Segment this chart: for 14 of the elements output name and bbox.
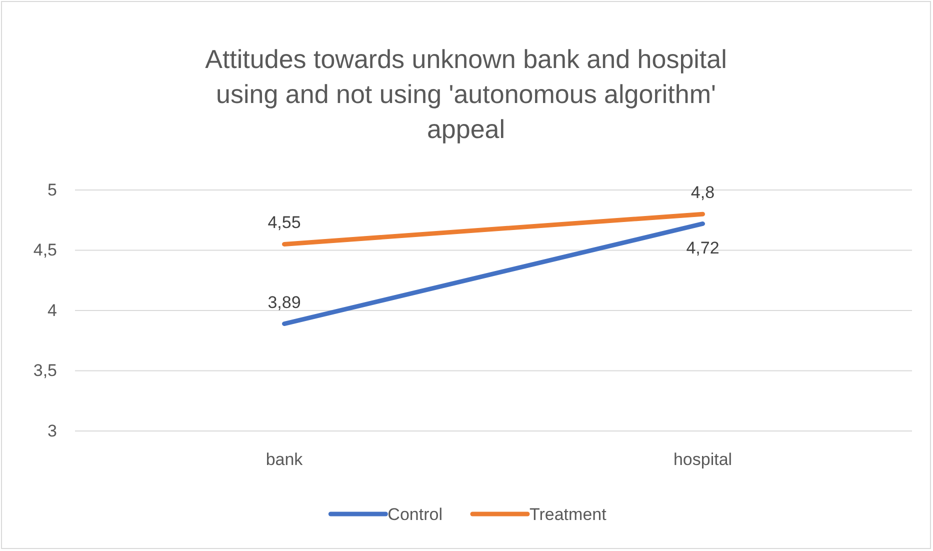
- legend-label: Treatment: [529, 505, 607, 524]
- data-label: 4,72: [686, 238, 720, 258]
- data-label: 4,8: [690, 183, 715, 202]
- y-tick-label: 4,5: [33, 240, 57, 260]
- x-tick-label: bank: [266, 450, 304, 470]
- y-tick-label: 4: [48, 300, 57, 320]
- y-tick-label: 5: [48, 180, 57, 200]
- legend-label: Control: [388, 505, 442, 524]
- data-label: 3,89: [268, 292, 301, 312]
- y-tick-label: 3: [48, 421, 57, 440]
- y-tick-label: 3,5: [33, 361, 57, 380]
- data-label: 4,55: [268, 213, 301, 232]
- x-tick-label: hospital: [673, 450, 732, 470]
- chart-title: Attitudes towards unknown bank and hospital using and not using 'autonomous algorithm' appeal: [205, 44, 727, 144]
